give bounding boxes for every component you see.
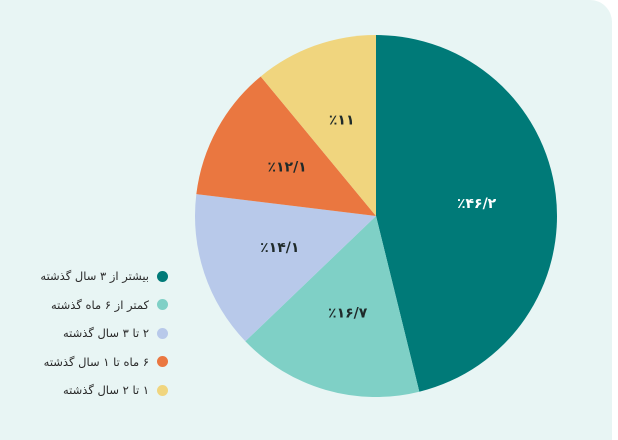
legend-swatch [157, 270, 168, 282]
slice-value-label: ٪۱۱ [329, 113, 355, 129]
legend-swatch [157, 299, 168, 311]
pie-chart: ٪۴۶/۲ ٪۱۶/۷ ٪۱۴/۱ ٪۱۲/۱ ٪۱۱ [194, 35, 558, 398]
legend-label: کمتر از ۶ ماه گذشته [51, 297, 149, 312]
legend-swatch [157, 356, 168, 368]
pie-slice [245, 216, 420, 398]
legend-label: ۱ تا ۲ سال گذشته [63, 383, 149, 398]
legend-item: کمتر از ۶ ماه گذشته [18, 291, 168, 320]
legend-item: ۶ ماه تا ۱ سال گذشته [18, 348, 168, 377]
legend-label: ۲ تا ۳ سال گذشته [63, 326, 149, 341]
legend-item: بیشتر از ۳ سال گذشته [18, 262, 168, 291]
legend-item: ۲ تا ۳ سال گذشته [18, 319, 168, 348]
slice-value-label: ٪۱۶/۷ [328, 305, 368, 321]
slice-value-label: ٪۴۶/۲ [457, 196, 497, 212]
pie-slice [376, 35, 558, 392]
slice-value-label: ٪۱۲/۱ [267, 159, 306, 175]
legend: بیشتر از ۳ سال گذشته کمتر از ۶ ماه گذشته… [18, 262, 168, 405]
pie-slice [260, 35, 376, 216]
legend-item: ۱ تا ۲ سال گذشته [18, 376, 168, 405]
legend-label: ۶ ماه تا ۱ سال گذشته [43, 354, 149, 369]
pie-slice [194, 194, 376, 342]
legend-label: بیشتر از ۳ سال گذشته [40, 269, 149, 284]
legend-swatch [157, 384, 168, 396]
legend-swatch [157, 327, 168, 339]
slice-value-label: ٪۱۴/۱ [260, 240, 299, 256]
pie-slice [196, 76, 376, 217]
